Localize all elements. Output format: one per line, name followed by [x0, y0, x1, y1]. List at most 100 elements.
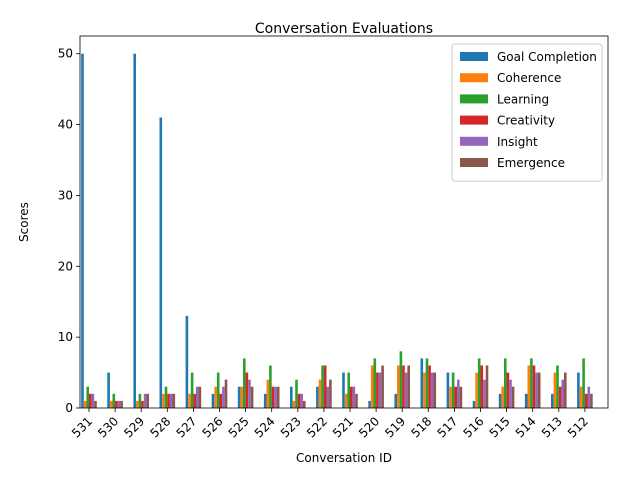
bar-emergence-513 — [564, 372, 567, 408]
bar-learning-514 — [530, 358, 533, 408]
legend-label: Goal Completion — [497, 50, 597, 64]
bar-creativity-528 — [167, 393, 170, 408]
bar-learning-529 — [138, 393, 142, 408]
bar-creativity-521 — [350, 386, 353, 408]
bar-creativity-522 — [323, 365, 327, 408]
bar-goal-completion-531 — [81, 53, 84, 408]
x-tick-label: 530 — [95, 414, 121, 440]
bar-coherence-525 — [240, 386, 243, 408]
bar-learning-531 — [86, 386, 89, 408]
bar-emergence-512 — [590, 393, 593, 408]
bar-learning-521 — [347, 372, 350, 408]
legend: Goal Completion Coherence Learning Creativi… — [451, 43, 603, 182]
legend-swatch — [460, 94, 488, 104]
bar-insight-527 — [196, 386, 199, 408]
bar-emergence-518 — [433, 372, 437, 408]
bar-emergence-526 — [224, 379, 228, 408]
bar-learning-528 — [164, 386, 168, 408]
bar-coherence-524 — [266, 379, 270, 408]
bar-learning-530 — [112, 393, 116, 408]
x-tick-label: 529 — [121, 414, 147, 440]
bar-emergence-529 — [146, 393, 149, 408]
bar-goal-completion-522 — [316, 386, 319, 408]
bar-insight-512 — [587, 386, 591, 408]
bar-creativity-524 — [271, 386, 275, 408]
bar-learning-526 — [216, 372, 220, 408]
bar-coherence-514 — [527, 365, 531, 408]
bar-insight-520 — [378, 372, 382, 408]
bar-coherence-520 — [370, 365, 374, 408]
y-tick-label: 30 — [58, 188, 73, 202]
bar-emergence-515 — [511, 386, 515, 408]
bar-learning-524 — [269, 365, 272, 408]
bar-insight-518 — [430, 372, 434, 408]
x-axis: 531 530 529 528 527 526 525 524 523 522 521 520 519 5… — [69, 408, 591, 440]
bar-creativity-514 — [532, 365, 536, 408]
bar-learning-522 — [321, 365, 324, 408]
bar-learning-513 — [556, 365, 559, 408]
bar-goal-completion-519 — [394, 393, 397, 408]
bar-coherence-517 — [449, 386, 452, 408]
bar-emergence-519 — [407, 365, 410, 408]
x-axis-label: Conversation ID — [296, 451, 392, 465]
bar-emergence-530 — [120, 400, 123, 408]
x-tick-label: 527 — [173, 414, 199, 440]
bar-learning-523 — [295, 379, 298, 408]
x-tick-label: 514 — [513, 414, 539, 440]
bar-creativity-516 — [480, 365, 484, 408]
bar-insight-517 — [457, 379, 460, 408]
bar-coherence-530 — [109, 400, 113, 408]
bar-emergence-517 — [459, 386, 463, 408]
x-tick-label: 518 — [408, 414, 434, 440]
bar-insight-515 — [509, 379, 512, 408]
bar-insight-524 — [274, 386, 277, 408]
y-tick-label: 50 — [58, 47, 73, 61]
bar-learning-525 — [243, 358, 246, 408]
x-tick-label: 524 — [252, 414, 278, 440]
bar-emergence-520 — [381, 365, 384, 408]
bar-creativity-530 — [115, 400, 118, 408]
bar-insight-519 — [404, 372, 408, 408]
y-axis: 0 10 20 30 40 50 — [58, 47, 80, 415]
legend-swatch — [460, 158, 488, 167]
bar-insight-530 — [117, 400, 121, 408]
x-tick-label: 523 — [278, 414, 304, 440]
bar-coherence-526 — [214, 386, 217, 408]
bar-learning-527 — [190, 372, 194, 408]
bar-goal-completion-520 — [368, 400, 371, 408]
bar-goal-completion-524 — [263, 393, 267, 408]
legend-swatch — [460, 136, 488, 146]
legend-swatch — [460, 73, 488, 83]
plot-frame — [79, 35, 609, 409]
bar-coherence-529 — [136, 400, 139, 408]
bar-creativity-515 — [506, 372, 510, 408]
bar-insight-529 — [143, 393, 147, 408]
bar-coherence-522 — [318, 379, 322, 408]
bar-goal-completion-528 — [159, 117, 163, 408]
bar-goal-completion-526 — [211, 393, 215, 408]
bar-insight-513 — [561, 379, 564, 408]
bar-learning-519 — [399, 351, 403, 408]
bar-goal-completion-529 — [133, 53, 136, 408]
bar-coherence-528 — [162, 393, 165, 408]
legend-label: Coherence — [497, 71, 561, 85]
bar-creativity-517 — [454, 386, 457, 408]
bar-goal-completion-516 — [472, 400, 476, 408]
bar-creativity-523 — [297, 393, 301, 408]
bar-creativity-525 — [245, 372, 249, 408]
bar-insight-523 — [300, 393, 303, 408]
bar-goal-completion-518 — [420, 358, 424, 408]
x-tick-label: 526 — [200, 414, 226, 440]
bar-emergence-522 — [329, 379, 332, 408]
y-tick-label: 0 — [65, 401, 73, 415]
bar-creativity-520 — [376, 372, 379, 408]
x-tick-label: 517 — [434, 414, 460, 440]
bar-learning-516 — [477, 358, 481, 408]
bar-goal-completion-514 — [524, 393, 528, 408]
bar-goal-completion-525 — [237, 386, 241, 408]
bar-emergence-528 — [172, 393, 176, 408]
bar-creativity-513 — [558, 386, 562, 408]
bar-emergence-525 — [250, 386, 254, 408]
bar-goal-completion-515 — [498, 393, 502, 408]
